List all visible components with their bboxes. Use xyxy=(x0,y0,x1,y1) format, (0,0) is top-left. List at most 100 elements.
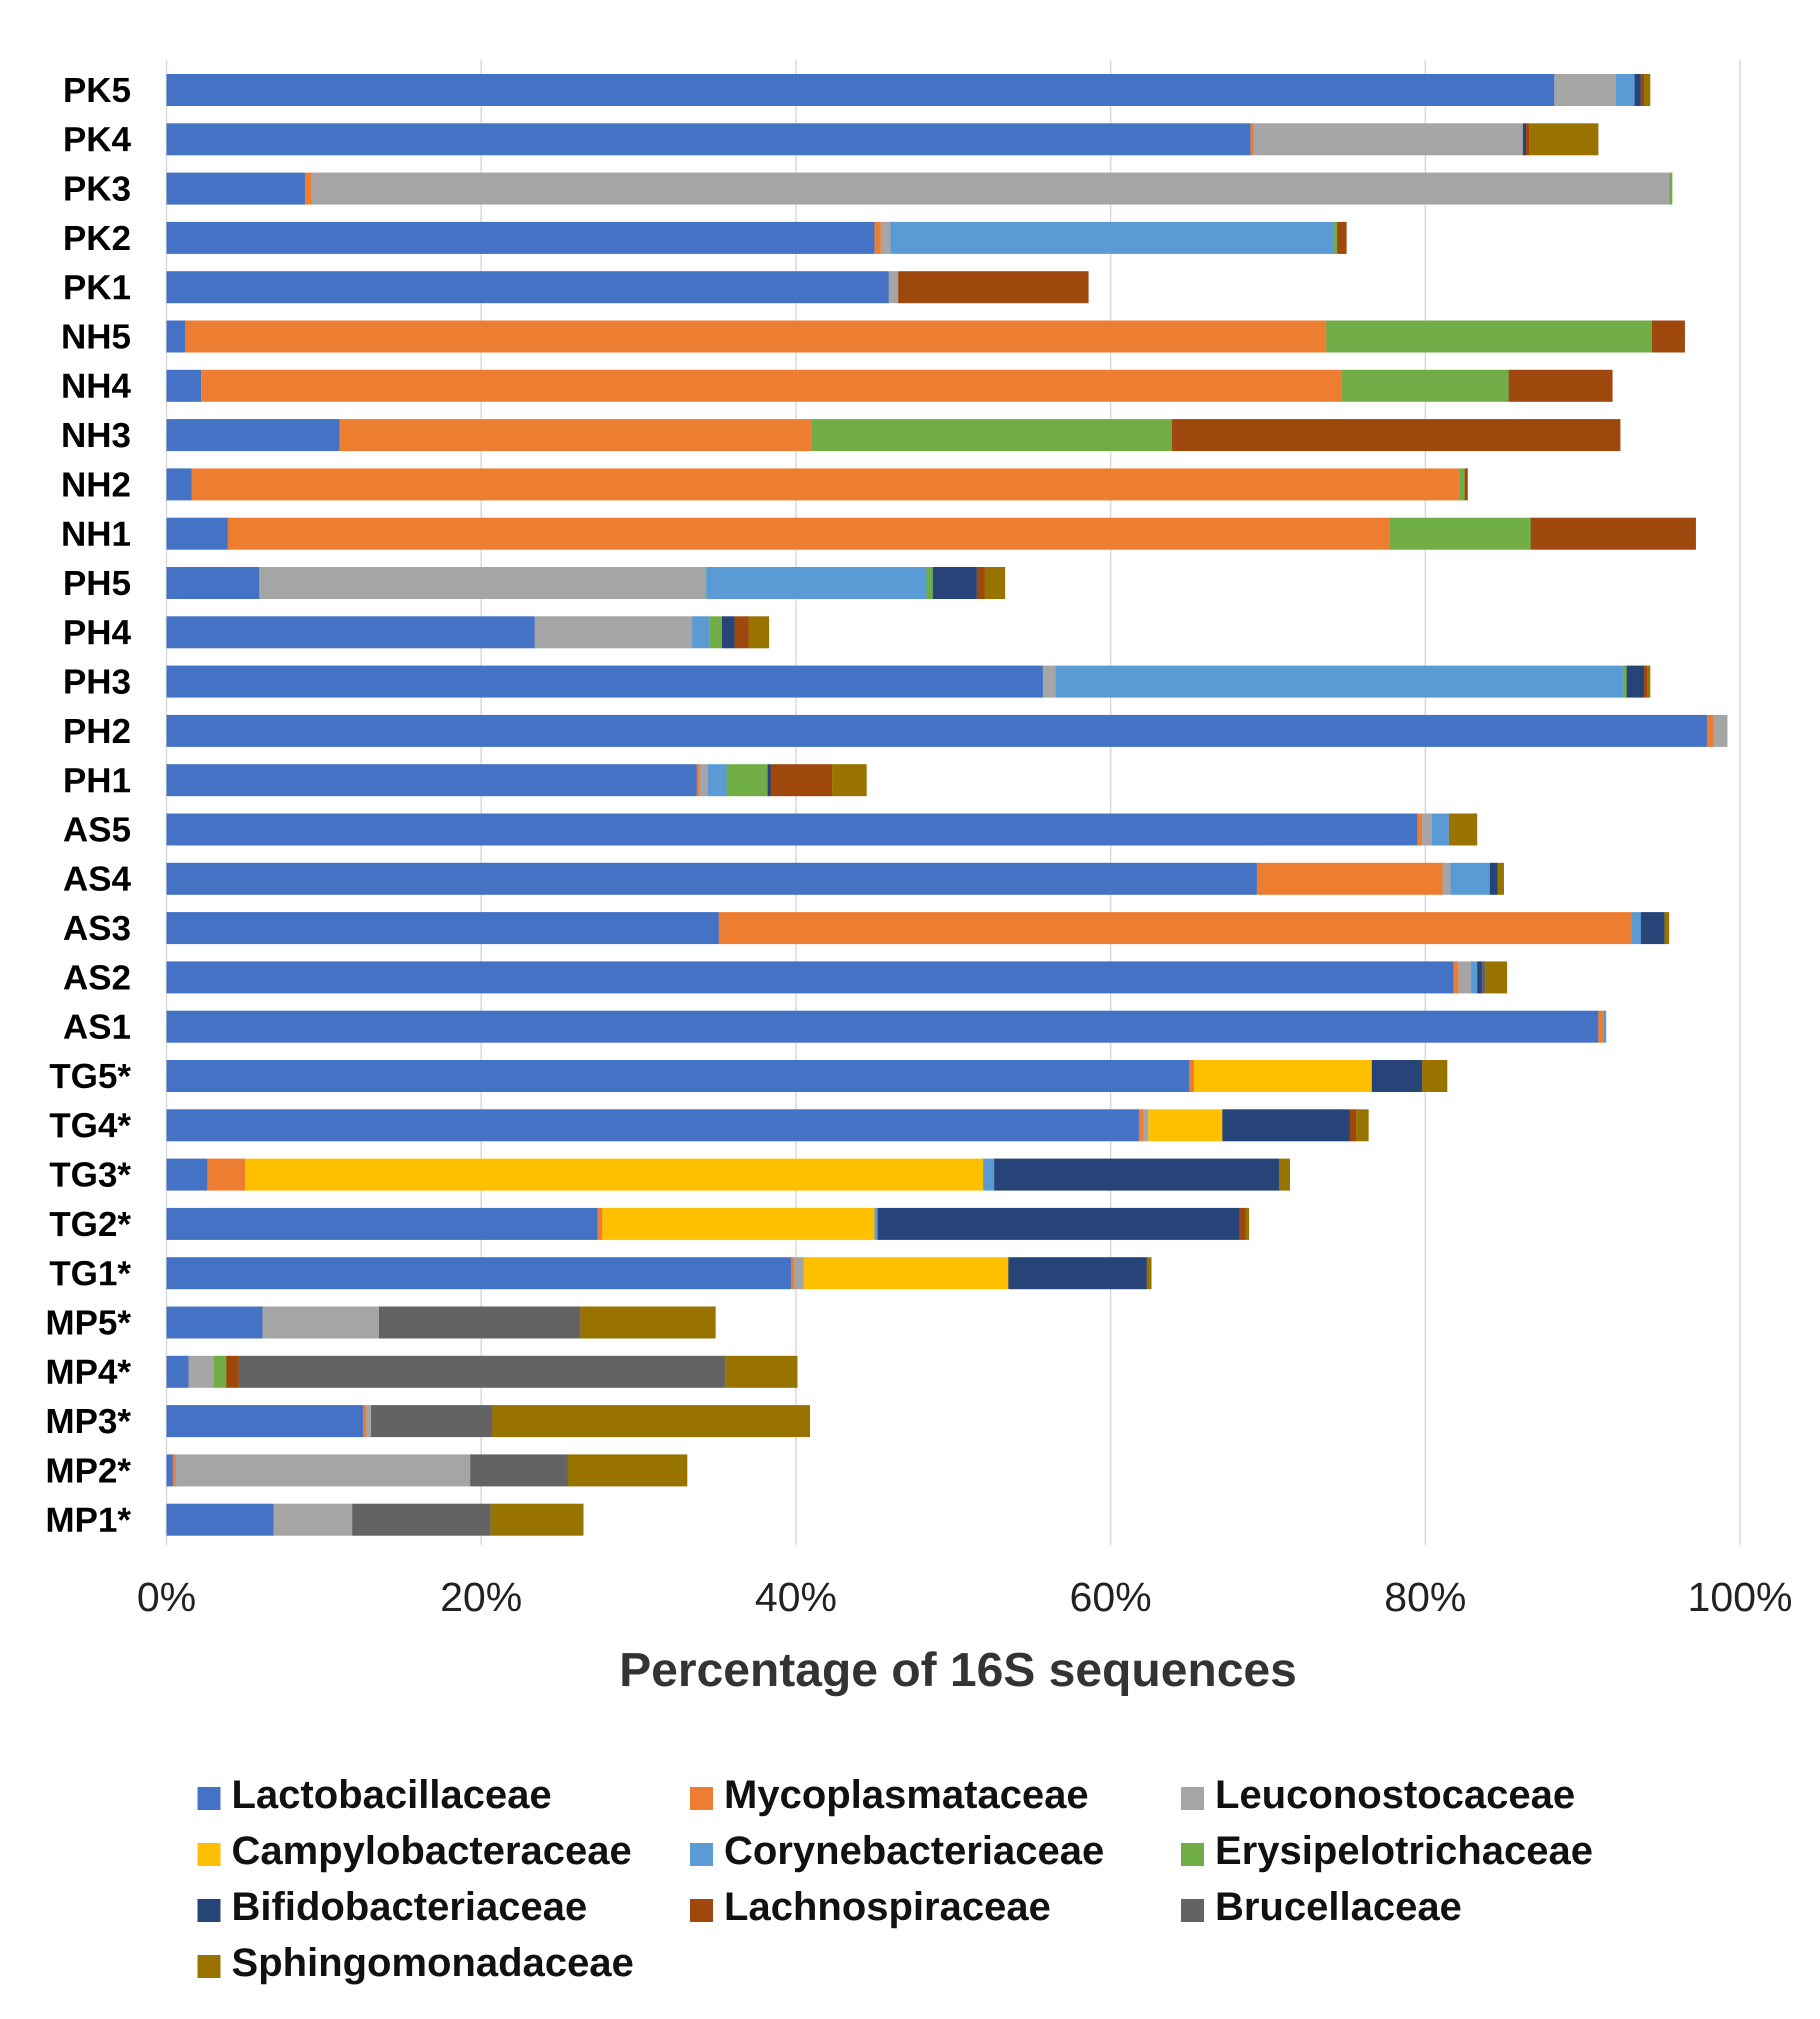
bar-segment xyxy=(166,1504,274,1536)
bar-segment xyxy=(166,961,1454,994)
category-label: NH2 xyxy=(61,465,131,504)
bar-segment xyxy=(1603,1010,1606,1043)
bar-segment xyxy=(898,271,1089,304)
bar-segment xyxy=(1148,1109,1222,1142)
bar-segment xyxy=(1460,468,1465,500)
bar-segment xyxy=(166,172,305,205)
bar-segment xyxy=(207,1158,246,1191)
category-label: TG4* xyxy=(50,1106,132,1145)
bar-segment xyxy=(770,764,832,796)
category-label: NH3 xyxy=(61,416,131,454)
bar-segment xyxy=(1008,1257,1147,1290)
bar-segment xyxy=(1624,666,1627,698)
bar-segment xyxy=(890,222,1334,254)
bar-segment xyxy=(166,518,228,550)
bar-segment xyxy=(709,616,722,648)
category-label: PK4 xyxy=(63,120,131,159)
legend-swatch xyxy=(690,1843,713,1866)
bar-segment xyxy=(340,419,812,452)
bar-segment xyxy=(188,1356,214,1388)
x-axis-tick-labels: 0% 20% 40% 60% 80% 100% xyxy=(137,1574,1792,1620)
bar-segment xyxy=(725,1356,798,1388)
category-label: MP4* xyxy=(46,1352,132,1392)
bar-segment xyxy=(1464,468,1468,500)
bar-segment xyxy=(1144,1109,1148,1142)
bar-segment xyxy=(1256,862,1443,895)
bar-segment xyxy=(888,271,898,304)
bar-segment xyxy=(734,616,749,648)
bar-segment xyxy=(166,419,340,452)
bar-segment xyxy=(1522,123,1526,156)
category-label: TG2* xyxy=(50,1204,132,1244)
category-label: PK5 xyxy=(63,70,131,110)
bar-segment xyxy=(1342,370,1509,402)
bar-segment xyxy=(259,567,706,599)
bar-segment xyxy=(1634,74,1641,106)
bar-segment xyxy=(1652,320,1685,352)
bar-segment xyxy=(245,1158,984,1191)
bar-segment xyxy=(1530,518,1696,550)
bar-segment xyxy=(1422,1060,1448,1092)
bar-segment xyxy=(166,370,202,402)
bar-segment xyxy=(1222,1109,1350,1142)
legend-label: Mycoplasmataceae xyxy=(724,1772,1088,1816)
bar-segment xyxy=(166,271,889,304)
bar-segment xyxy=(1417,814,1422,846)
bar-segment xyxy=(580,1306,716,1338)
bar-segment xyxy=(1640,912,1664,944)
category-label: AS2 xyxy=(63,958,131,997)
bar-segment xyxy=(812,419,1172,452)
category-label: AS1 xyxy=(63,1007,131,1046)
legend-label: Campylobacteraceae xyxy=(232,1828,632,1872)
bar-segment xyxy=(1554,74,1616,106)
x-axis-title: Percentage of 16S sequences xyxy=(619,1643,1296,1696)
legend-swatch xyxy=(1181,1843,1204,1866)
bar-segment xyxy=(1526,123,1530,156)
category-label: TG5* xyxy=(50,1056,132,1096)
legend-label: Leuconostocaceae xyxy=(1215,1772,1575,1816)
bar-segment xyxy=(748,616,770,648)
category-label: NH5 xyxy=(61,317,131,356)
legend-label: Brucellaceae xyxy=(1215,1884,1462,1928)
bar-segment xyxy=(166,1356,189,1388)
bar-segment xyxy=(1450,862,1490,895)
bar-segment xyxy=(1664,912,1670,944)
bar-segment xyxy=(926,567,933,599)
bar-segment xyxy=(874,222,881,254)
bar-segment xyxy=(1356,1109,1369,1142)
category-label: MP5* xyxy=(46,1303,132,1342)
bar-segment xyxy=(1458,961,1471,994)
bar-segment xyxy=(568,1454,688,1486)
bar-segment xyxy=(273,1504,352,1536)
legend-swatch xyxy=(198,1843,220,1866)
bar-segment xyxy=(1254,123,1523,156)
bar-segment xyxy=(166,912,719,944)
bar-segment xyxy=(166,1306,262,1338)
category-label: AS4 xyxy=(63,860,131,898)
legend-label: Erysipelotrichaceae xyxy=(1215,1828,1593,1872)
category-labels: PK5 PK4 PK3 PK2 PK1 NH5 NH4 NH3 NH2 NH1 PH5 PH4 PH3 P… xyxy=(46,70,132,1539)
bar-segment xyxy=(166,1060,1190,1092)
bar-segment xyxy=(1432,814,1449,846)
legend-label: Bifidobacteriaceae xyxy=(232,1884,587,1928)
bars xyxy=(166,74,1728,1536)
x-tick-label: 100% xyxy=(1688,1574,1792,1620)
bar-segment xyxy=(1042,666,1056,698)
category-label: PK2 xyxy=(63,218,131,258)
bar-segment xyxy=(598,1208,602,1240)
bar-segment xyxy=(1278,1158,1290,1191)
bar-segment xyxy=(166,123,1251,156)
bar-segment xyxy=(1454,961,1458,994)
bar-segment xyxy=(166,862,1257,895)
bar-segment xyxy=(1250,123,1254,156)
category-label: MP2* xyxy=(46,1451,132,1490)
bar-segment xyxy=(1706,714,1714,747)
bar-segment xyxy=(1372,1060,1422,1092)
category-label: TG3* xyxy=(50,1155,132,1194)
bar-segment xyxy=(718,912,1632,944)
category-label: NH1 xyxy=(61,514,131,553)
legend-swatch xyxy=(198,1955,220,1978)
bar-segment xyxy=(794,1257,804,1290)
bar-segment xyxy=(1350,1109,1356,1142)
x-tick-label: 80% xyxy=(1384,1574,1466,1620)
